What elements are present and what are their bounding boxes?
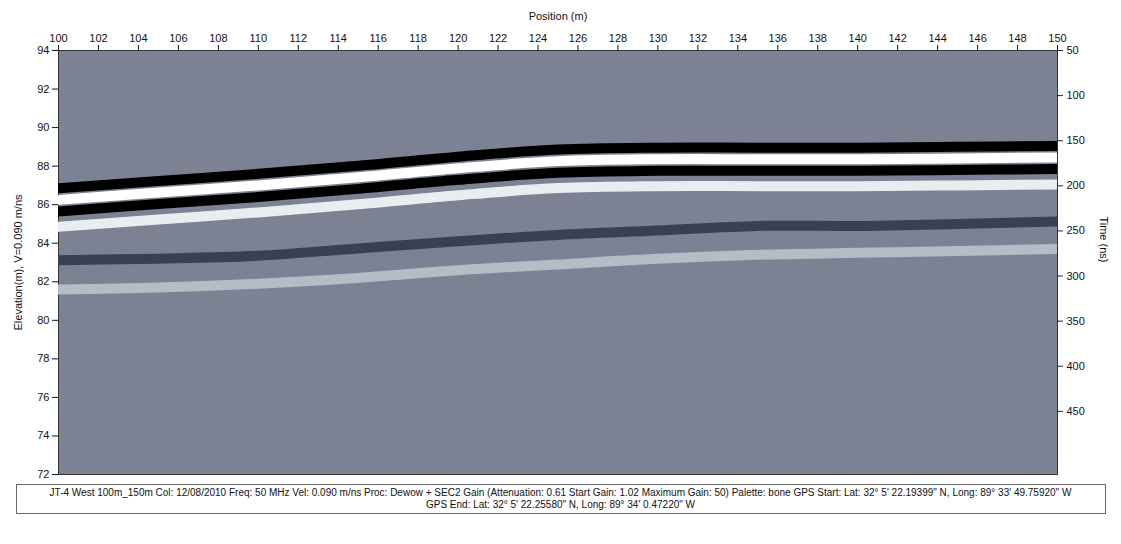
svg-text:104: 104 bbox=[129, 32, 147, 44]
svg-text:84: 84 bbox=[37, 237, 49, 249]
svg-text:134: 134 bbox=[729, 32, 747, 44]
html-text:JT-4 West 100m_150m Col: 12/08: JT-4 West 100m_150m Col: 12/08/2010 Freq… bbox=[49, 487, 1072, 498]
svg-text:122: 122 bbox=[489, 32, 507, 44]
svg-text:100: 100 bbox=[1067, 89, 1085, 101]
svg-text:300: 300 bbox=[1067, 270, 1085, 282]
svg-text:120: 120 bbox=[449, 32, 467, 44]
svg-text:94: 94 bbox=[37, 44, 49, 56]
svg-text:142: 142 bbox=[888, 32, 906, 44]
svg-text:Time (ns): Time (ns) bbox=[1098, 216, 1110, 262]
svg-text:200: 200 bbox=[1067, 179, 1085, 191]
svg-text:Elevation(m), V=0.090 m/ns: Elevation(m), V=0.090 m/ns bbox=[12, 194, 24, 331]
svg-text:90: 90 bbox=[37, 121, 49, 133]
svg-text:88: 88 bbox=[37, 160, 49, 172]
svg-text:250: 250 bbox=[1067, 224, 1085, 236]
svg-text:Position (m): Position (m) bbox=[529, 10, 588, 22]
svg-text:106: 106 bbox=[169, 32, 187, 44]
html-text:GPS End: Lat: 32° 5' 22.25580": GPS End: Lat: 32° 5' 22.25580" N, Long: … bbox=[425, 499, 695, 510]
svg-text:78: 78 bbox=[37, 352, 49, 364]
svg-text:114: 114 bbox=[329, 32, 347, 44]
svg-text:450: 450 bbox=[1067, 405, 1085, 417]
svg-text:144: 144 bbox=[928, 32, 946, 44]
svg-text:92: 92 bbox=[37, 83, 49, 95]
svg-text:86: 86 bbox=[37, 198, 49, 210]
svg-text:124: 124 bbox=[529, 32, 547, 44]
svg-text:150: 150 bbox=[1048, 32, 1066, 44]
svg-text:74: 74 bbox=[37, 429, 49, 441]
svg-text:118: 118 bbox=[409, 32, 427, 44]
svg-text:150: 150 bbox=[1067, 134, 1085, 146]
svg-text:132: 132 bbox=[689, 32, 707, 44]
svg-text:138: 138 bbox=[809, 32, 827, 44]
svg-text:100: 100 bbox=[49, 32, 67, 44]
svg-text:140: 140 bbox=[849, 32, 867, 44]
svg-text:116: 116 bbox=[369, 32, 387, 44]
svg-text:126: 126 bbox=[569, 32, 587, 44]
svg-text:108: 108 bbox=[209, 32, 227, 44]
svg-text:102: 102 bbox=[89, 32, 107, 44]
svg-text:148: 148 bbox=[1008, 32, 1026, 44]
svg-text:130: 130 bbox=[649, 32, 667, 44]
svg-text:80: 80 bbox=[37, 314, 49, 326]
svg-text:82: 82 bbox=[37, 275, 49, 287]
svg-text:72: 72 bbox=[37, 468, 49, 480]
svg-text:50: 50 bbox=[1067, 44, 1079, 56]
svg-text:110: 110 bbox=[250, 32, 268, 44]
svg-text:76: 76 bbox=[37, 391, 49, 403]
svg-text:128: 128 bbox=[609, 32, 627, 44]
svg-text:400: 400 bbox=[1067, 360, 1085, 372]
svg-text:146: 146 bbox=[968, 32, 986, 44]
svg-text:112: 112 bbox=[289, 32, 307, 44]
svg-text:136: 136 bbox=[769, 32, 787, 44]
svg-text:350: 350 bbox=[1067, 315, 1085, 327]
